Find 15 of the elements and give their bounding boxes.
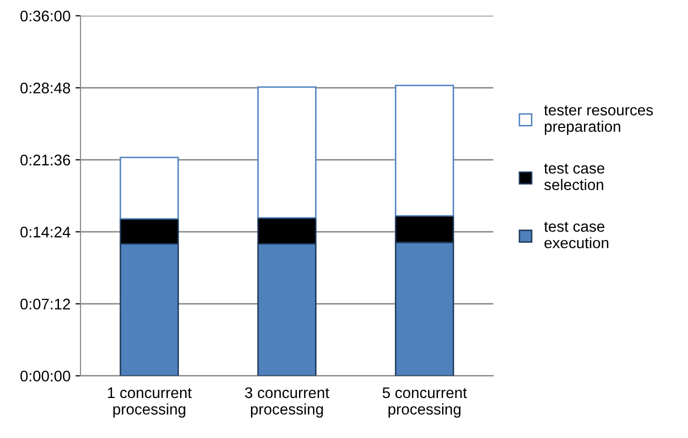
y-tick-label: 0:28:48: [20, 82, 70, 94]
y-tick-label: 0:21:36: [20, 154, 70, 166]
bar: [257, 86, 316, 218]
x-tick-label: 5 concurrent processing: [382, 387, 467, 418]
bar: [120, 156, 179, 220]
x-tick-label: 3 concurrent processing: [245, 387, 330, 418]
y-tick-label: 0:07:12: [20, 298, 70, 310]
bar: [394, 84, 454, 216]
legend-label: tester resources preparation: [544, 105, 653, 135]
y-tick-label: 0:00:00: [20, 370, 70, 382]
legend-label: test case execution: [544, 222, 608, 248]
y-tick-label: 0:14:24: [20, 226, 70, 238]
legend-label: test case selection: [544, 164, 604, 190]
y-tick-label: 0:36:00: [20, 10, 70, 22]
x-tick-label: 1 concurrent processing: [108, 387, 192, 418]
